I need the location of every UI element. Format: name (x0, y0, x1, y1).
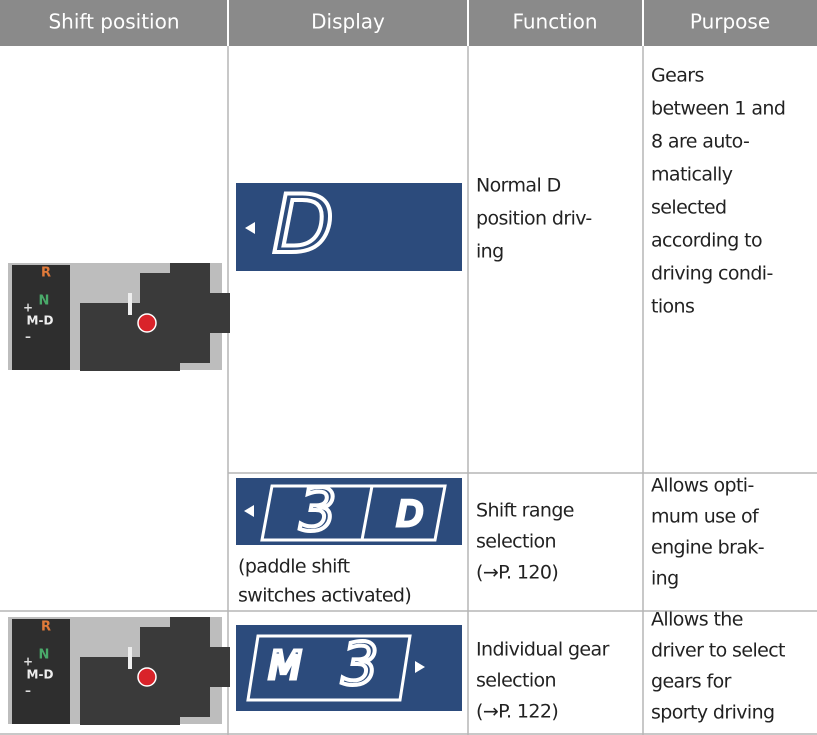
purpose-text: according to (651, 230, 762, 252)
purpose-text: tions (651, 296, 694, 318)
purpose-text: driving condi- (651, 263, 773, 285)
display-panel (236, 625, 462, 711)
purpose-text: ing (651, 568, 679, 590)
button (137, 313, 157, 333)
shifter-label: – (25, 684, 31, 698)
shifter-photo: RN +M-D – (8, 263, 230, 371)
function-text: selection (476, 531, 556, 553)
lever (80, 617, 230, 725)
gate-panel (12, 619, 70, 724)
display-glyph: M (269, 644, 302, 688)
display-glyph: D (272, 178, 334, 271)
display-frame (246, 634, 412, 702)
shifter-label: R (41, 620, 51, 635)
gate-panel (12, 265, 70, 370)
shifter-photo: RN +M-D – (8, 617, 230, 725)
button (137, 667, 157, 687)
function-text: Shift range (476, 500, 574, 522)
purpose-text: Gears (651, 65, 704, 87)
lever-slot (128, 293, 132, 315)
display-panel (236, 478, 462, 545)
shifter-label: – (25, 330, 31, 344)
header-cell: Purpose (690, 10, 770, 34)
display-panel (236, 183, 462, 271)
purpose-text: selected (651, 197, 726, 219)
function-text: Normal D (476, 175, 561, 197)
arrow (245, 222, 255, 234)
arrow (244, 505, 254, 517)
shifter-label: N (39, 294, 50, 309)
purpose-text: sporty driving (651, 702, 775, 724)
shifter-label: M-D (27, 314, 54, 328)
display-glyph: D (397, 495, 423, 535)
table-rules (0, 46, 817, 735)
display-note: switches activated) (238, 585, 411, 607)
purpose-text: driver to select (651, 640, 785, 662)
function-text: (→P. 120) (476, 562, 558, 584)
purpose-text: matically (651, 164, 733, 186)
header-dividers (227, 0, 644, 46)
shifter-label: N (39, 648, 50, 663)
function-text: Individual gear (476, 639, 610, 661)
header-cell: Display (311, 10, 385, 34)
shifter-label: + (23, 301, 33, 315)
purpose-text: Allows the (651, 609, 743, 631)
display-note: (paddle shift (238, 556, 350, 578)
header-cell: Function (512, 10, 597, 34)
function-text: position driv- (476, 208, 592, 230)
purpose-text: 8 are auto- (651, 131, 749, 153)
function-text: ing (476, 241, 504, 263)
purpose-text: mum use of (651, 506, 760, 528)
function-text: selection (476, 670, 556, 692)
display-glyph: 3 (342, 630, 379, 698)
lever-slot (128, 647, 132, 669)
header-bar (0, 0, 817, 46)
display-frame (360, 485, 374, 541)
function-text: (→P. 122) (476, 701, 558, 723)
purpose-text: engine brak- (651, 537, 764, 559)
purpose-text: gears for (651, 671, 732, 693)
lever (80, 263, 230, 371)
purpose-text: between 1 and (651, 98, 785, 120)
display-glyph: 3 (300, 476, 337, 544)
display-frame (260, 484, 447, 542)
header-cell: Shift position (48, 10, 179, 34)
shifter-label: + (23, 655, 33, 669)
arrow (415, 661, 425, 673)
shifter-label: R (41, 266, 51, 281)
purpose-text: Allows opti- (651, 475, 754, 497)
shifter-label: M-D (27, 668, 54, 682)
